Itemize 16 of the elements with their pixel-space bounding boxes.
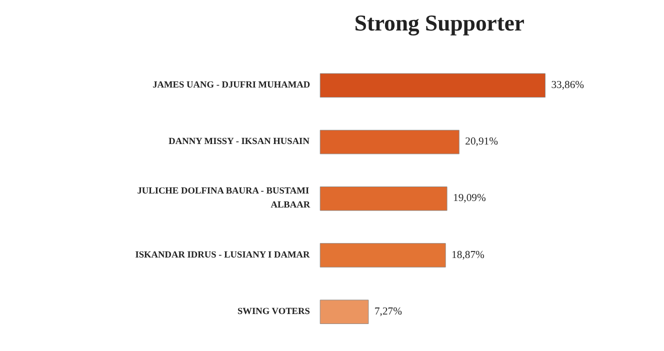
chart-title: Strong Supporter bbox=[354, 10, 524, 36]
bar bbox=[320, 73, 546, 98]
y-tick-label: SWING VOTERS bbox=[237, 306, 310, 317]
y-tick-label: JAMES UANG - DJUFRI MUHAMAD bbox=[152, 80, 310, 90]
data-label: 33,86% bbox=[551, 80, 584, 91]
y-tick-label: ISKANDAR IDRUS - LUSIANY I DAMAR bbox=[135, 250, 310, 260]
data-label: 19,09% bbox=[453, 193, 486, 204]
bar bbox=[320, 186, 448, 211]
data-label: 18,87% bbox=[452, 250, 485, 261]
y-tick-label: DANNY MISSY - IKSAN HUSAIN bbox=[168, 137, 310, 148]
data-label: 7,27% bbox=[374, 306, 402, 318]
data-label: 20,91% bbox=[465, 136, 498, 148]
bar bbox=[320, 130, 460, 154]
y-tick-label: JULICHE DOLFINA BAURA - BUSTAMI ALBAAR bbox=[137, 186, 310, 211]
bar bbox=[320, 243, 446, 268]
bar bbox=[320, 300, 369, 324]
